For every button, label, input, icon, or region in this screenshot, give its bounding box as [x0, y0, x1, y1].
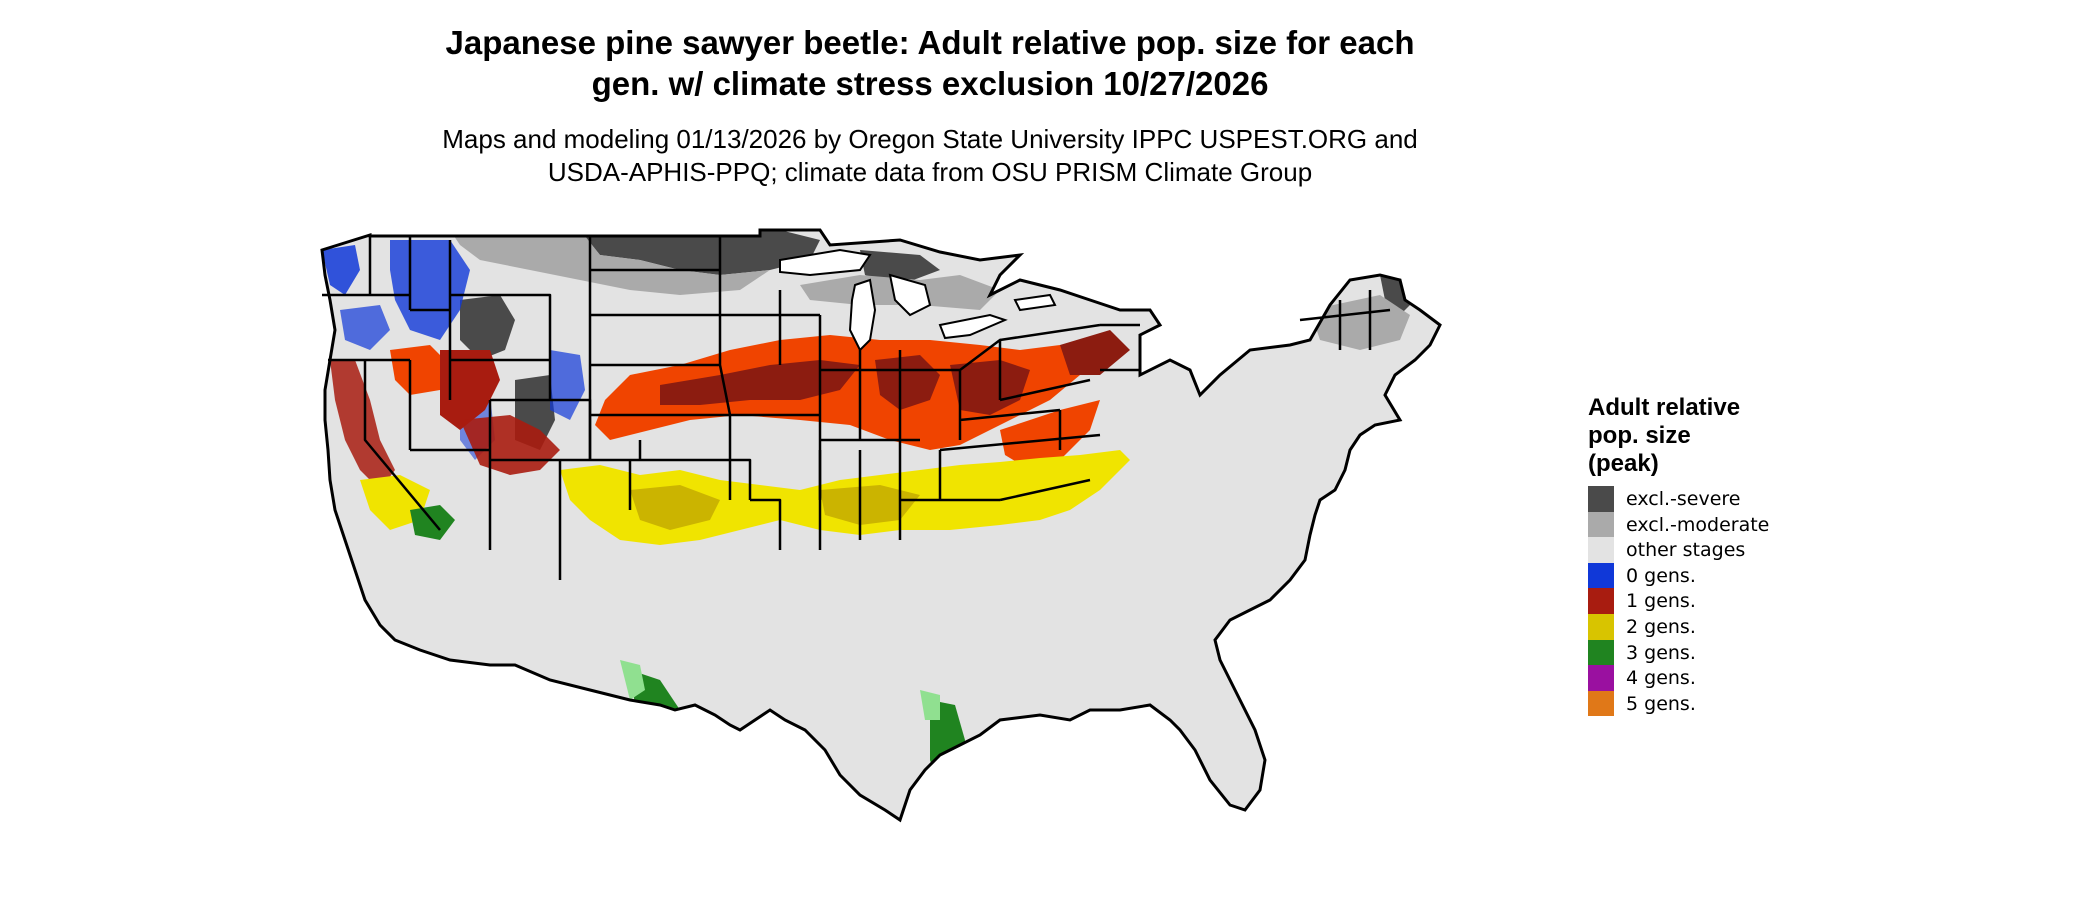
legend-title-line-1: Adult relative — [1588, 394, 1741, 421]
legend-swatch — [1588, 690, 1614, 717]
legend-title-line-2: pop. size — [1588, 422, 1691, 449]
legend-item-excl-severe: excl.-severe — [1588, 486, 1888, 512]
legend-swatch — [1588, 486, 1614, 512]
gen1-region-four-corners — [440, 350, 500, 430]
gen3-light-florida — [920, 690, 940, 720]
gen1-core-kansas-missouri — [660, 360, 860, 405]
gen1-core-mid-atlantic — [1060, 330, 1130, 375]
border-pacific-northwest — [322, 236, 450, 362]
legend-swatch — [1588, 537, 1614, 563]
subtitle-line-2: USDA-APHIS-PPQ; climate data from OSU PR… — [547, 157, 1313, 187]
legend: Adult relative pop. size (peak) excl.-se… — [1588, 394, 1888, 717]
gen0-region-cascades — [322, 245, 360, 295]
legend-label: 0 gens. — [1626, 564, 1696, 587]
legend-item-other-stages: other stages — [1588, 537, 1888, 563]
border-southeast — [750, 450, 1000, 550]
legend-swatch — [1588, 665, 1614, 691]
legend-title: Adult relative pop. size (peak) — [1588, 394, 1888, 478]
lake-michigan — [848, 278, 877, 352]
severe-region-maine — [1380, 275, 1415, 315]
map-subtitle: Maps and modeling 01/13/2026 by Oregon S… — [0, 123, 1860, 189]
legend-item-0-gens: 0 gens. — [1588, 562, 1888, 589]
lake-ontario — [1013, 293, 1057, 312]
title-line-1: Japanese pine sawyer beetle: Adult relat… — [445, 24, 1415, 61]
gen3-light-south-texas — [620, 660, 645, 700]
severe-region-north-dakota-minnesota — [580, 230, 820, 275]
border-midwest — [718, 236, 820, 500]
lake-huron — [888, 273, 932, 317]
moderate-region-northern-plains — [450, 230, 770, 295]
great-lakes — [779, 248, 1057, 352]
legend-label: other stages — [1626, 539, 1746, 562]
legend-title-line-3: (peak) — [1588, 450, 1659, 477]
legend-item-2-gens: 2 gens. — [1588, 613, 1888, 640]
gen0-region-colorado-rockies — [550, 350, 585, 420]
legend-swatch — [1588, 639, 1614, 666]
legend-label: 1 gens. — [1626, 590, 1696, 613]
legend-item-excl-moderate: excl.-moderate — [1588, 511, 1888, 538]
legend-item-5-gens: 5 gens. — [1588, 690, 1888, 717]
legend-label: 5 gens. — [1626, 692, 1696, 715]
gen2-core-texas — [630, 485, 720, 530]
border-texas-oklahoma — [630, 440, 752, 500]
lake-superior — [779, 248, 872, 277]
border-central — [778, 290, 920, 500]
gen1-region-great-basin — [390, 345, 450, 395]
legend-label: excl.-moderate — [1626, 513, 1770, 536]
legend-swatch — [1588, 588, 1614, 614]
border-plains — [588, 236, 730, 510]
severe-region-wyoming — [460, 295, 515, 360]
legend-swatch — [1588, 562, 1614, 589]
border-mountain-west — [410, 240, 552, 550]
us-map — [320, 228, 1442, 822]
severe-region-upper-michigan — [860, 250, 940, 285]
subtitle-line-1: Maps and modeling 01/13/2026 by Oregon S… — [442, 124, 1418, 154]
legend-swatch — [1588, 613, 1614, 640]
gen1-region-appalachia — [1000, 400, 1100, 470]
legend-label: excl.-severe — [1626, 488, 1741, 510]
legend-label: 3 gens. — [1626, 641, 1696, 664]
legend-items: excl.-severe excl.-moderate other stages… — [1588, 486, 1888, 717]
legend-label: 4 gens. — [1626, 667, 1696, 690]
legend-item-4-gens: 4 gens. — [1588, 665, 1888, 691]
moderate-region-new-england — [1310, 295, 1410, 350]
title-line-2: gen. w/ climate stress exclusion 10/27/2… — [591, 65, 1269, 102]
map-title: Japanese pine sawyer beetle: Adult relat… — [0, 22, 1860, 104]
state-borders — [322, 236, 1391, 580]
border-east-coast — [939, 323, 1140, 502]
legend-swatch — [1588, 511, 1614, 538]
legend-item-3-gens: 3 gens. — [1588, 639, 1888, 666]
border-new-england — [1299, 290, 1391, 350]
gen1-core-ohio-valley — [950, 360, 1030, 415]
border-nevada-california — [363, 360, 441, 531]
legend-item-1-gens: 1 gens. — [1588, 588, 1888, 614]
legend-label: 2 gens. — [1626, 615, 1696, 638]
gen0-region-oregon-mountains — [340, 305, 390, 350]
lake-erie — [938, 313, 1008, 340]
gen2-core-mississippi-alabama — [820, 485, 920, 525]
